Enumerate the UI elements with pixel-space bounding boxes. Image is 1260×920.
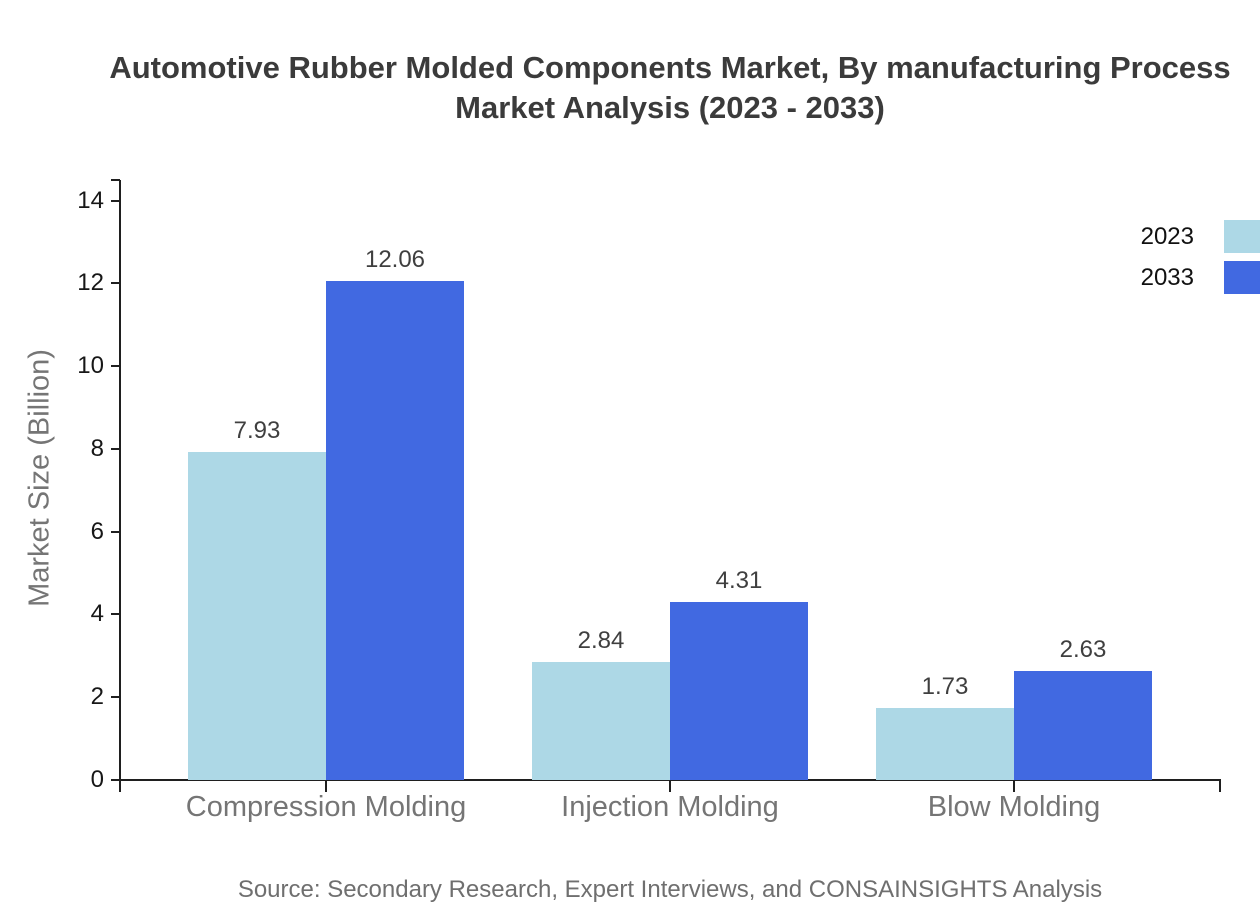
- y-axis-top-cap: [111, 179, 120, 181]
- bar-value-label: 4.31: [715, 566, 763, 594]
- bar-2033: [326, 280, 464, 780]
- legend-swatch-2023: [1224, 220, 1260, 253]
- y-tick-label: 4: [90, 600, 104, 628]
- x-axis-right-cap: [1219, 779, 1221, 792]
- y-tick-label: 8: [90, 434, 104, 462]
- y-tick-mark: [111, 365, 120, 368]
- y-tick-label: 6: [90, 517, 104, 545]
- y-tick-label: 0: [90, 766, 104, 793]
- chart-title: Automotive Rubber Molded Components Mark…: [80, 48, 1260, 128]
- x-tick-mark: [325, 779, 327, 792]
- y-tick-mark: [111, 447, 120, 450]
- y-tick-label: 2: [90, 683, 104, 711]
- bar-2033: [670, 601, 808, 780]
- legend-item: 2033: [1141, 261, 1260, 294]
- source-note: Source: Secondary Research, Expert Inter…: [237, 876, 1103, 903]
- legend-item: 2023: [1141, 220, 1260, 253]
- x-category-label: Compression Molding: [185, 791, 467, 823]
- chart-title-line2: Market Analysis (2023 - 2033): [455, 90, 885, 125]
- legend-label: 2033: [1140, 264, 1194, 291]
- y-tick-mark: [111, 779, 120, 781]
- x-tick-mark: [1013, 779, 1015, 792]
- bar-2023: [876, 708, 1014, 780]
- bar-value-label: 2.84: [577, 627, 625, 655]
- y-tick-label: 10: [77, 352, 104, 380]
- bar-2023: [532, 662, 670, 780]
- y-tick-label: 14: [77, 186, 104, 214]
- bar-value-label: 1.73: [921, 673, 969, 701]
- y-tick-label: 12: [77, 269, 104, 297]
- legend-label: 2023: [1140, 223, 1194, 250]
- x-tick-mark: [669, 779, 671, 792]
- bar-value-label: 2.63: [1059, 636, 1107, 664]
- bar-value-label: 12.06: [364, 245, 426, 273]
- bar-2033: [1014, 671, 1152, 780]
- chart-legend: 2023 2033: [1141, 220, 1260, 294]
- y-axis-title: Market Size (Billion): [23, 349, 56, 607]
- y-tick-mark: [111, 613, 120, 616]
- x-category-label: Blow Molding: [927, 791, 1101, 823]
- x-category-label: Injection Molding: [561, 791, 779, 823]
- chart-title-line1: Automotive Rubber Molded Components Mark…: [109, 50, 1231, 85]
- y-tick-mark: [111, 199, 120, 202]
- y-tick-mark: [111, 282, 120, 285]
- y-tick-mark: [111, 696, 120, 699]
- legend-swatch-2033: [1224, 261, 1260, 294]
- y-tick-mark: [111, 530, 120, 533]
- bar-2023: [188, 451, 326, 780]
- y-axis-line: [119, 180, 121, 782]
- bar-value-label: 7.93: [233, 416, 281, 444]
- x-axis-left-cap: [119, 779, 121, 792]
